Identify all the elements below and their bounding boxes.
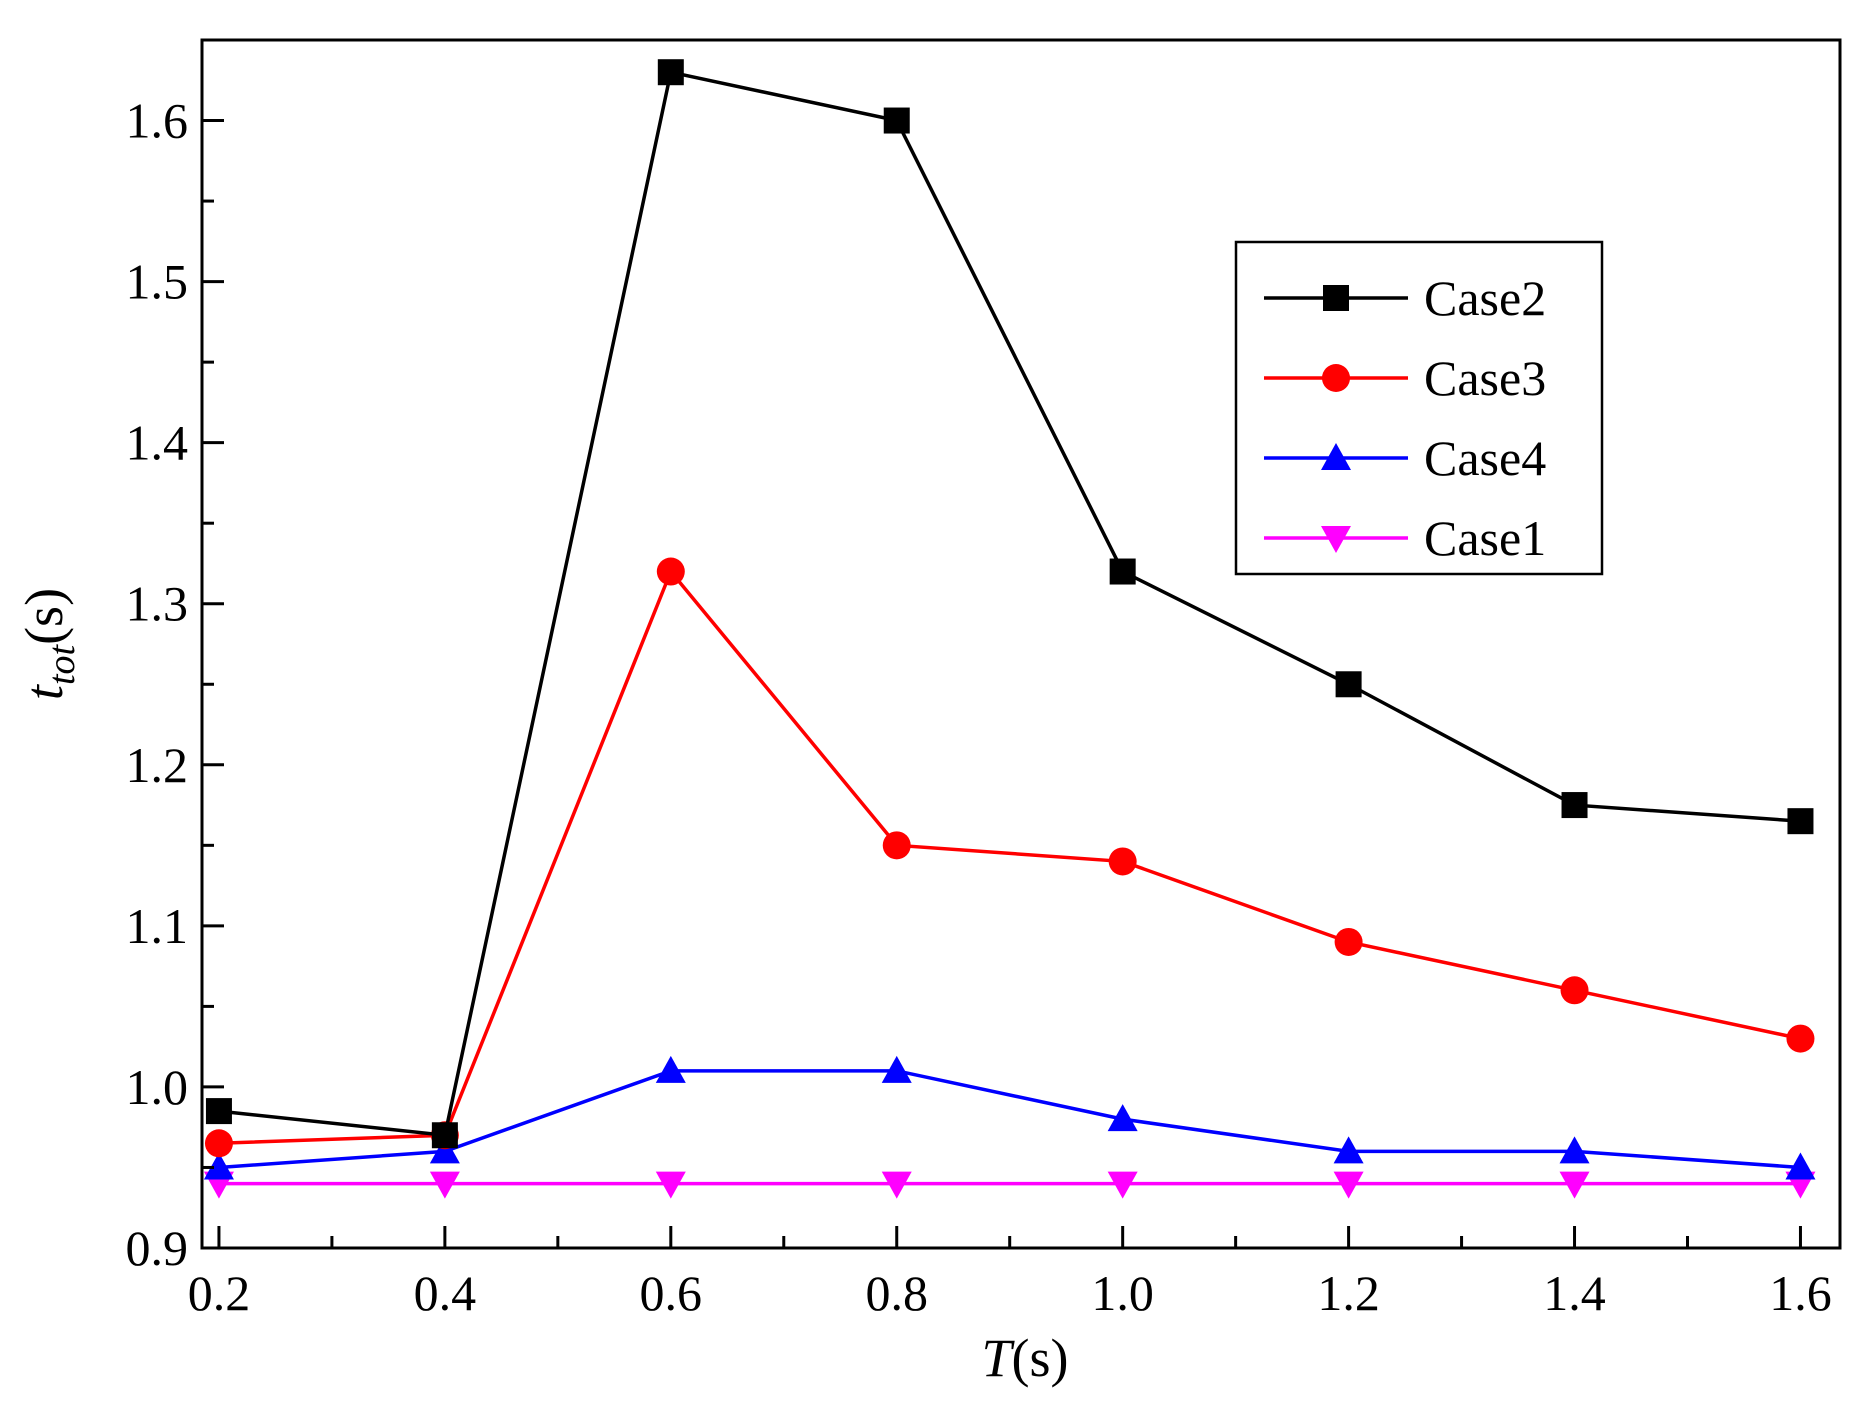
legend-label-case2: Case2 xyxy=(1424,270,1546,326)
chart-marks xyxy=(203,59,1816,1199)
data-point-case1 xyxy=(655,1171,686,1199)
data-point-case2 xyxy=(1335,671,1362,698)
data-point-case3 xyxy=(204,1129,233,1158)
y-tick-label: 0.9 xyxy=(126,1220,189,1276)
legend-marker-case1 xyxy=(1321,526,1351,553)
x-tick-label: 1.2 xyxy=(1317,1265,1380,1321)
data-point-case2 xyxy=(1109,558,1136,585)
x-tick-label: 0.4 xyxy=(414,1265,477,1321)
series-line-case4 xyxy=(218,1069,1801,1170)
legend-marker-case2 xyxy=(1323,285,1349,311)
y-tick-label: 1.0 xyxy=(126,1059,189,1115)
x-tick-label: 0.2 xyxy=(188,1265,251,1321)
data-point-case4 xyxy=(429,1136,460,1164)
data-point-case4 xyxy=(203,1152,234,1180)
data-point-case2 xyxy=(1561,792,1588,819)
legend-marker-case4 xyxy=(1321,443,1351,470)
data-point-case4 xyxy=(1107,1104,1138,1132)
x-axis-unit: (s) xyxy=(1012,1328,1069,1388)
legend: Case2 Case3 Case4 Case1 xyxy=(1234,240,1604,576)
x-axis-symbol: T xyxy=(981,1328,1015,1388)
y-tick-label: 1.6 xyxy=(126,93,189,149)
plot-frame xyxy=(200,38,1842,1250)
data-point-case1 xyxy=(1107,1171,1138,1199)
axes: 0.2 0.4 0.6 0.8 1.0 1.2 1.4 1.6 0.9 1.0 1.1 1.2 1.3 1… xyxy=(126,93,1832,1321)
y-axis-symbol: t xyxy=(14,683,74,700)
x-tick-label: 1.0 xyxy=(1091,1265,1154,1321)
legend-label-case3: Case3 xyxy=(1424,350,1546,406)
y-tick-label: 1.3 xyxy=(126,576,189,632)
legend-label-case4: Case4 xyxy=(1424,430,1546,486)
data-point-case4 xyxy=(655,1055,686,1083)
data-point-case3 xyxy=(1560,976,1589,1005)
data-point-case3 xyxy=(1108,847,1137,876)
data-point-case4 xyxy=(1333,1136,1364,1164)
data-point-case1 xyxy=(1333,1171,1364,1199)
series-line-case3 xyxy=(218,568,1801,1146)
y-tick-label: 1.4 xyxy=(126,415,189,471)
data-point-case1 xyxy=(429,1171,460,1199)
data-point-case1 xyxy=(1559,1171,1590,1199)
data-point-case2 xyxy=(883,107,910,134)
data-point-case2 xyxy=(1787,808,1814,835)
x-tick-label: 0.8 xyxy=(865,1265,928,1321)
y-tick-label: 1.2 xyxy=(126,737,189,793)
legend-marker-case3 xyxy=(1322,364,1350,392)
data-point-case2 xyxy=(205,1098,232,1125)
y-tick-label: 1.1 xyxy=(126,898,189,954)
data-point-case3 xyxy=(656,557,685,586)
data-point-case2 xyxy=(657,59,684,86)
y-axis-subscript: tot xyxy=(41,643,83,685)
data-point-case3 xyxy=(1334,927,1363,956)
data-point-case4 xyxy=(881,1055,912,1083)
y-axis-unit: (s) xyxy=(14,588,74,645)
legend-box xyxy=(1234,240,1604,576)
data-point-case4 xyxy=(1559,1136,1590,1164)
y-axis-title: ttot(s) xyxy=(14,588,83,700)
legend-label-case1: Case1 xyxy=(1424,510,1546,566)
data-point-case1 xyxy=(881,1171,912,1199)
data-point-case3 xyxy=(882,831,911,860)
x-axis-title: T(s) xyxy=(981,1328,1068,1388)
data-point-case2 xyxy=(431,1122,458,1149)
x-tick-label: 0.6 xyxy=(640,1265,703,1321)
x-tick-label: 1.4 xyxy=(1543,1265,1606,1321)
y-tick-label: 1.5 xyxy=(126,254,189,310)
data-point-case4 xyxy=(1785,1152,1816,1180)
series-line-case2 xyxy=(218,70,1801,1138)
x-tick-label: 1.6 xyxy=(1769,1265,1832,1321)
data-point-case3 xyxy=(1786,1024,1815,1053)
